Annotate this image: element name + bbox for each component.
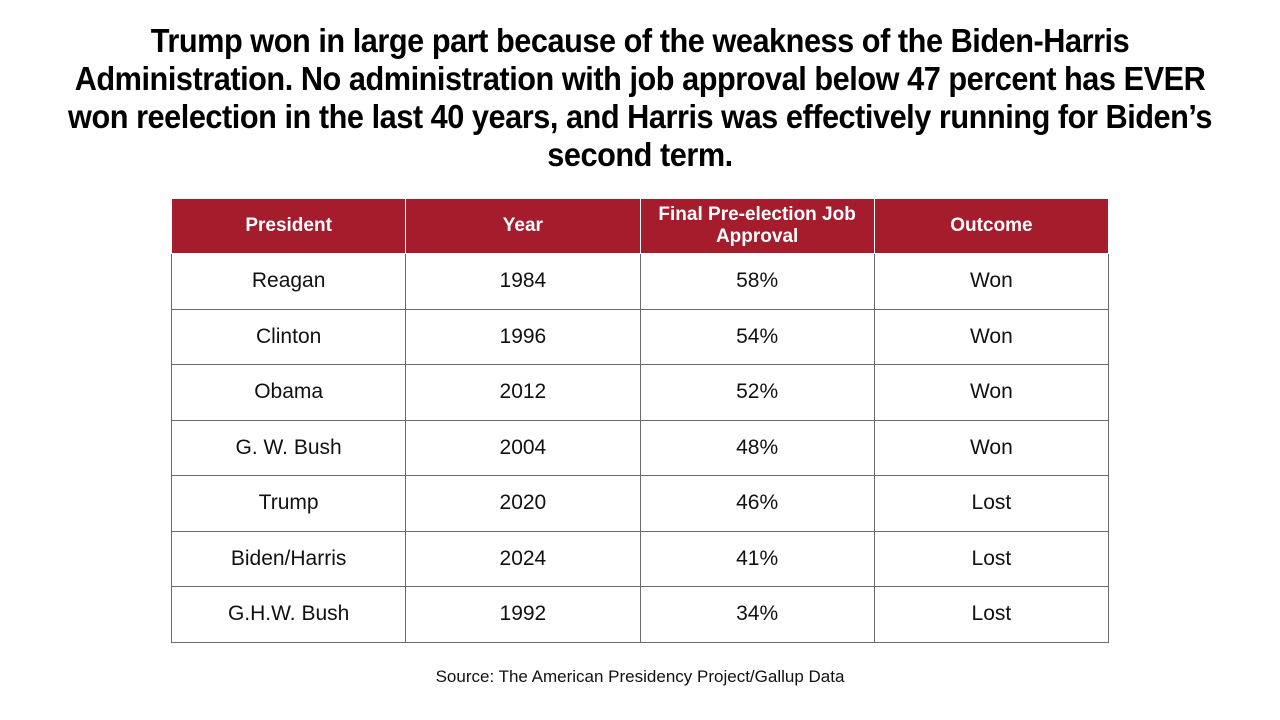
cell-president: Clinton (170, 308, 407, 365)
cell-approval: 41% (639, 530, 875, 587)
source-note: Source: The American Presidency Project/… (435, 667, 845, 686)
cell-president: G. W. Bush (170, 419, 407, 476)
table-row: Biden/Harris 2024 41% Lost (170, 530, 1110, 587)
cell-approval: 46% (639, 475, 875, 532)
cell-president: Reagan (170, 253, 407, 310)
header-approval: Final Pre-election Job Approval (639, 198, 875, 254)
cell-outcome: Won (873, 364, 1110, 421)
approval-table-container: President Year Final Pre-election Job Ap… (170, 198, 1110, 643)
header-outcome: Outcome (873, 198, 1110, 254)
cell-approval: 48% (639, 419, 875, 476)
approval-table: President Year Final Pre-election Job Ap… (170, 198, 1110, 643)
table-row: G. W. Bush 2004 48% Won (170, 419, 1110, 476)
cell-year: 2012 (405, 364, 641, 421)
headline: Trump won in large part because of the w… (68, 22, 1212, 173)
header-president: President (170, 198, 407, 254)
cell-year: 1984 (405, 253, 641, 310)
cell-approval: 52% (639, 364, 875, 421)
cell-outcome: Won (873, 253, 1110, 310)
cell-approval: 34% (639, 586, 875, 643)
table-row: Clinton 1996 54% Won (170, 308, 1110, 365)
cell-president: Trump (170, 475, 407, 532)
header-year: Year (405, 198, 641, 254)
cell-year: 2004 (405, 419, 641, 476)
cell-president: Obama (170, 364, 407, 421)
cell-president: Biden/Harris (170, 530, 407, 587)
cell-year: 1996 (405, 308, 641, 365)
cell-outcome: Lost (873, 586, 1110, 643)
cell-approval: 54% (639, 308, 875, 365)
table-row: Obama 2012 52% Won (170, 364, 1110, 421)
cell-outcome: Won (873, 419, 1110, 476)
cell-outcome: Lost (873, 530, 1110, 587)
cell-outcome: Won (873, 308, 1110, 365)
cell-president: G.H.W. Bush (170, 586, 407, 643)
cell-year: 1992 (405, 586, 641, 643)
cell-outcome: Lost (873, 475, 1110, 532)
table-row: Reagan 1984 58% Won (170, 253, 1110, 310)
cell-year: 2020 (405, 475, 641, 532)
table-row: Trump 2020 46% Lost (170, 475, 1110, 532)
table-header-row: President Year Final Pre-election Job Ap… (170, 198, 1110, 254)
cell-approval: 58% (639, 253, 875, 310)
table-row: G.H.W. Bush 1992 34% Lost (170, 586, 1110, 643)
cell-year: 2024 (405, 530, 641, 587)
